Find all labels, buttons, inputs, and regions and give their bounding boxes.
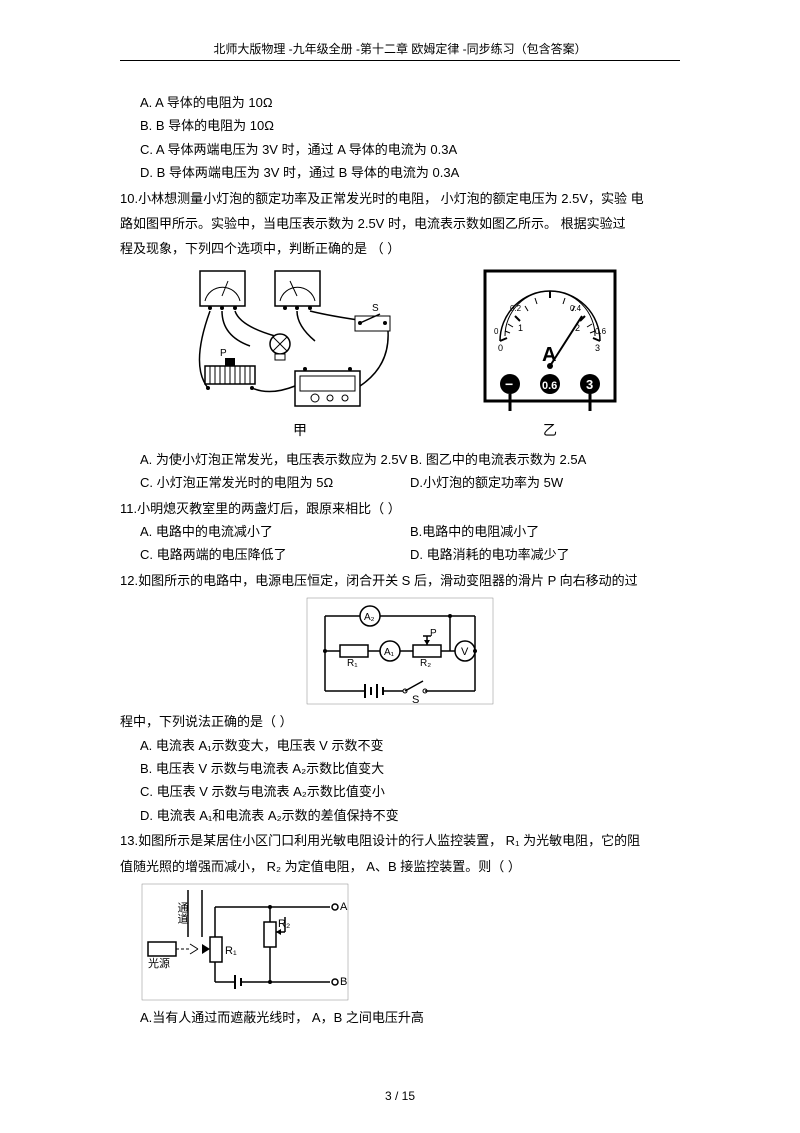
q10-line2: 路如图甲所示。实验中，当电压表示数为 2.5V 时，电流表示数如图乙所示。 根据…	[120, 212, 680, 235]
q10-line3: 程及现象，下列四个选项中，判断正确的是 （ ）	[120, 237, 680, 260]
q11-opt-c: C. 电路两端的电压降低了	[120, 543, 410, 566]
q10-opt-b: B. 图乙中的电流表示数为 2.5A	[410, 448, 680, 471]
svg-text:0.6: 0.6	[542, 380, 557, 392]
q10-opt-a: A. 为使小灯泡正常发光，电压表示数应为 2.5V	[120, 448, 410, 471]
svg-text:S: S	[412, 694, 419, 706]
svg-text:A₁: A₁	[384, 647, 395, 658]
svg-text:A: A	[340, 901, 348, 913]
page-header: 北师大版物理 -九年级全册 -第十二章 欧姆定律 -同步练习（包含答案）	[120, 40, 680, 61]
svg-text:P: P	[220, 348, 227, 359]
svg-text:A: A	[542, 344, 556, 366]
q10-line1: 10.小林想测量小灯泡的额定功率及正常发光时的电阻， 小灯泡的额定电压为 2.5…	[120, 187, 680, 210]
q10-fig2-label: 乙	[543, 418, 557, 443]
svg-text:B: B	[340, 976, 347, 988]
q10-fig1-label: 甲	[293, 418, 307, 443]
content: A. A 导体的电阻为 10Ω B. B 导体的电阻为 10Ω C. A 导体两…	[120, 91, 680, 1029]
svg-text:A₂: A₂	[364, 612, 375, 623]
svg-text:R₁: R₁	[347, 658, 358, 669]
page-number: 3 / 15	[0, 1089, 800, 1103]
svg-text:3: 3	[595, 343, 600, 353]
q12-line1: 12.如图所示的电路中，电源电压恒定，闭合开关 S 后，滑动变阻器的滑片 P 向…	[120, 569, 680, 592]
svg-text:通道: 通道	[176, 902, 189, 924]
svg-text:P: P	[430, 628, 437, 639]
circuit-q13-icon: 通道 光源 A R₁ R₂	[140, 882, 350, 1002]
q13-line2: 值随光照的增强而减小， R₂ 为定值电阻， A、B 接监控装置。则（ ）	[120, 855, 680, 878]
prev-opt-c: C. A 导体两端电压为 3V 时，通过 A 导体的电流为 0.3A	[120, 138, 680, 161]
q13-line1: 13.如图所示是某居住小区门口利用光敏电阻设计的行人监控装置， R₁ 为光敏电阻…	[120, 829, 680, 852]
q11-text: 11.小明熄灭教室里的两盏灯后，跟原来相比（ ）	[120, 497, 680, 520]
svg-text:V: V	[461, 646, 469, 658]
svg-text:0: 0	[494, 327, 499, 336]
circuit-q12-icon: A₂ R₁ A₁ R₂ P V	[305, 596, 495, 706]
q12-opt-c: C. 电压表 V 示数与电流表 A₂示数比值变小	[120, 780, 680, 803]
q12-line2: 程中，下列说法正确的是（ ）	[120, 710, 680, 733]
prev-opt-b: B. B 导体的电阻为 10Ω	[120, 114, 680, 137]
q12-opt-d: D. 电流表 A₁和电流表 A₂示数的差值保持不变	[120, 804, 680, 827]
svg-text:0.4: 0.4	[570, 304, 582, 313]
q12-opt-a: A. 电流表 A₁示数变大，电压表 V 示数不变	[120, 734, 680, 757]
svg-text:0.6: 0.6	[595, 327, 607, 336]
svg-text:0: 0	[498, 343, 503, 353]
svg-text:−: −	[505, 376, 513, 392]
q10-opt-c: C. 小灯泡正常发光时的电阻为 5Ω	[120, 471, 410, 494]
q12-figure: A₂ R₁ A₁ R₂ P V	[120, 596, 680, 706]
svg-text:R₁: R₁	[225, 945, 237, 957]
svg-text:3: 3	[586, 377, 593, 392]
svg-text:S: S	[372, 303, 379, 314]
svg-text:光源: 光源	[148, 956, 170, 970]
q13-opt-a: A.当有人通过而遮蔽光线时， A，B 之间电压升高	[120, 1006, 680, 1029]
q10-fig2-box: 0 0.2 0.4 0.6 0 1 2 3 A − 0.6 3	[480, 266, 620, 443]
prev-opt-d: D. B 导体两端电压为 3V 时，通过 B 导体的电流为 0.3A	[120, 161, 680, 184]
q11-opt-b: B.电路中的电阻减小了	[410, 520, 680, 543]
q13-figure: 通道 光源 A R₁ R₂	[140, 882, 680, 1002]
prev-opt-a: A. A 导体的电阻为 10Ω	[120, 91, 680, 114]
q12-opt-b: B. 电压表 V 示数与电流表 A₂示数比值变大	[120, 757, 680, 780]
ammeter-reading-icon: 0 0.2 0.4 0.6 0 1 2 3 A − 0.6 3	[480, 266, 620, 416]
svg-text:0.2: 0.2	[510, 304, 522, 313]
svg-text:R₂: R₂	[420, 658, 431, 669]
q11-opt-d: D. 电路消耗的电功率减少了	[410, 543, 680, 566]
q10-opt-d: D.小灯泡的额定功率为 5W	[410, 471, 680, 494]
svg-text:R₂: R₂	[278, 918, 290, 930]
q11-opt-a: A. 电路中的电流减小了	[120, 520, 410, 543]
circuit-diagram-icon: S P	[180, 266, 420, 416]
svg-text:1: 1	[518, 323, 523, 333]
q10-figures: S P	[120, 266, 680, 443]
q10-fig1-box: S P	[180, 266, 420, 443]
